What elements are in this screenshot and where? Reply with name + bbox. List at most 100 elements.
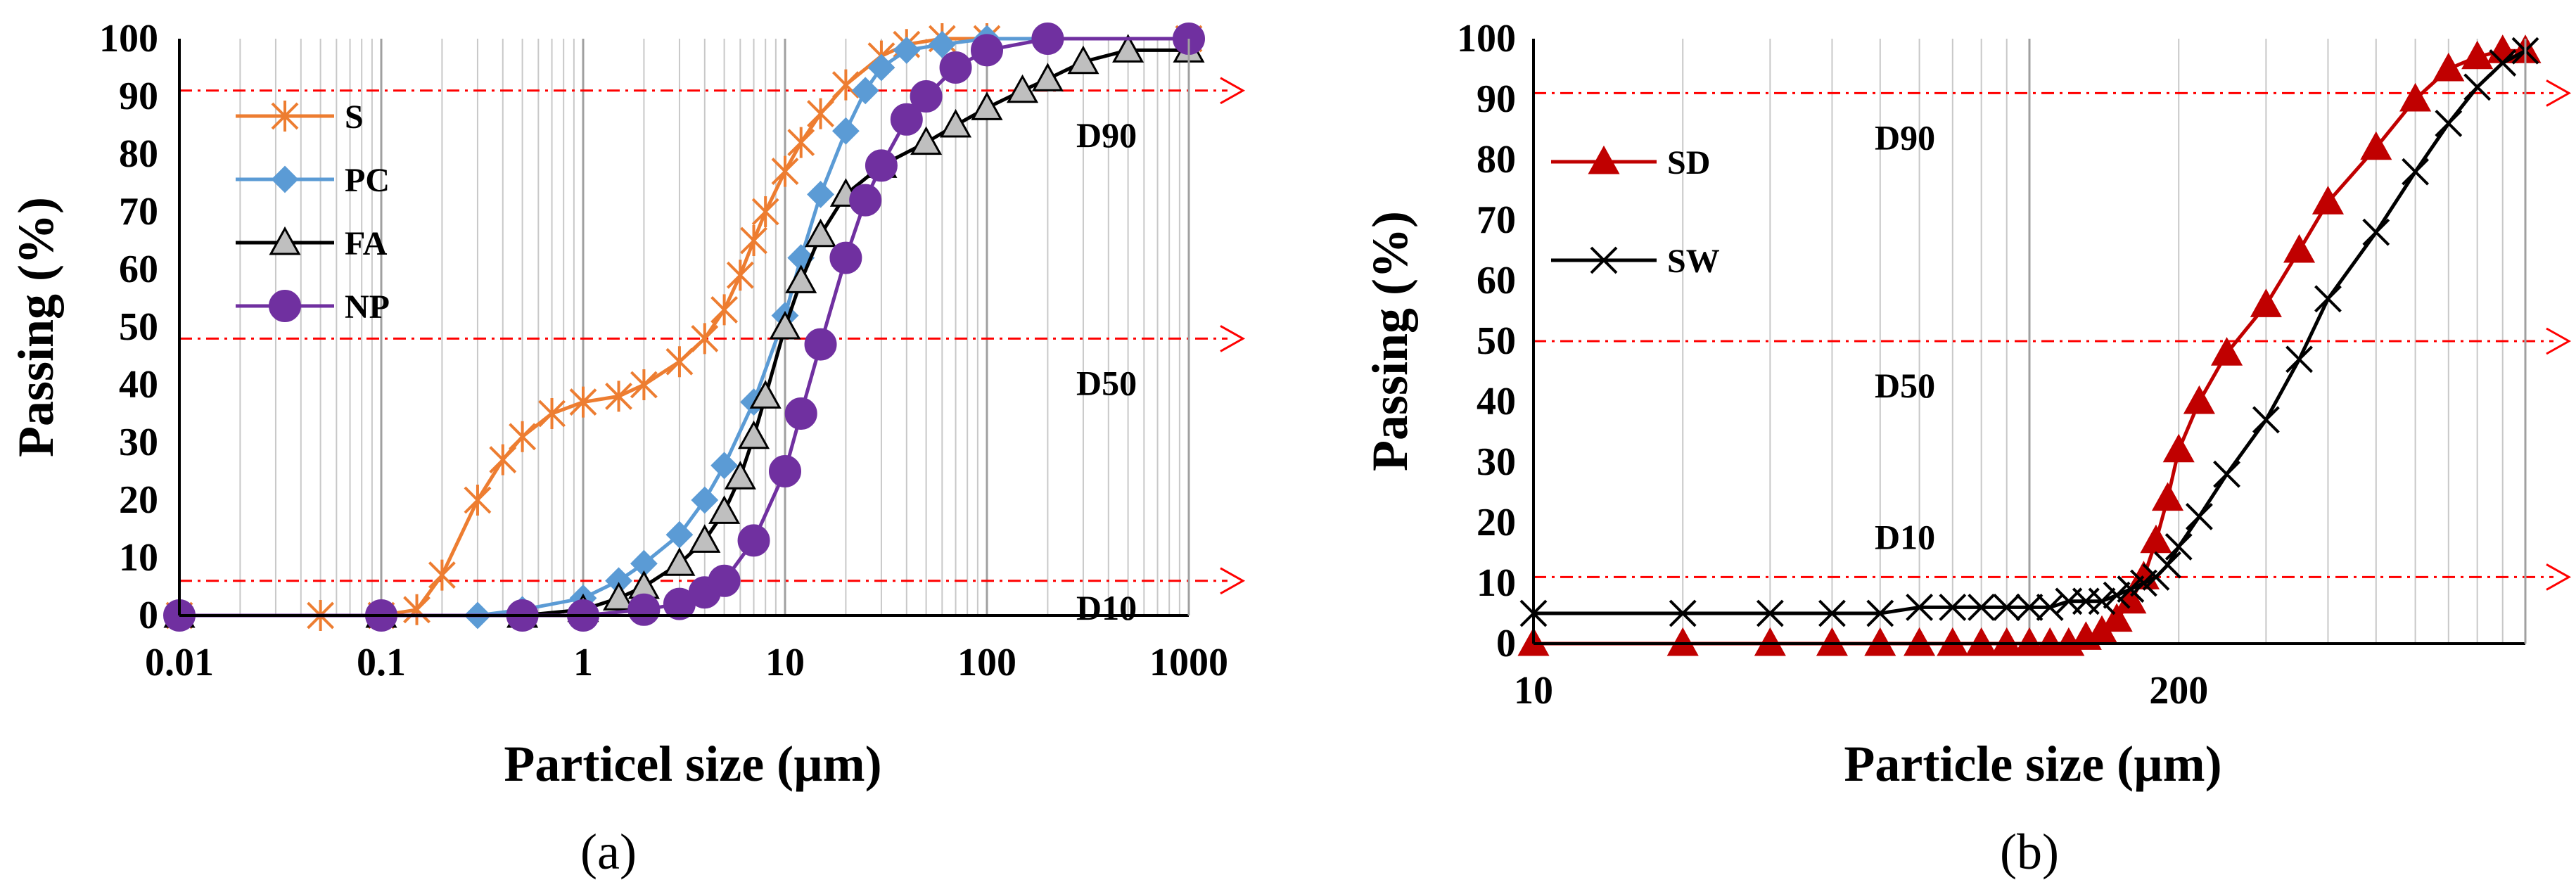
y-tick-label: 100 — [1457, 17, 1516, 60]
legend-marker-sw — [1590, 246, 1618, 274]
series-point-s — [726, 260, 754, 291]
series-point-fa — [663, 547, 696, 576]
x-tick-label: 0.01 — [145, 641, 214, 684]
series-point-s — [403, 594, 431, 625]
series-point-sd — [2183, 385, 2215, 414]
series-point-np — [939, 51, 972, 84]
series-point-sw — [1968, 593, 1996, 621]
ref-arrow-d10 — [1220, 567, 1246, 595]
chart-b-reference-lines: D90 D50 D10 — [1534, 79, 2572, 591]
series-point-sd — [2115, 585, 2147, 614]
legend-marker-s — [271, 101, 299, 132]
series-point-np — [910, 80, 943, 113]
chart-a-axes — [178, 39, 1190, 617]
series-point-fa — [804, 218, 837, 248]
series-point-fa — [1067, 45, 1099, 75]
series-point-s — [489, 444, 517, 475]
series-point-fa — [769, 310, 801, 340]
series-point-fa — [910, 126, 943, 155]
series-point-s — [605, 381, 632, 412]
series-point-sw — [2402, 158, 2430, 186]
series-point-s — [710, 294, 739, 326]
series-point-sd — [2210, 337, 2243, 366]
y-tick-label: 90 — [119, 75, 158, 118]
series-point-sd — [2140, 524, 2172, 554]
y-tick-label: 80 — [119, 132, 158, 176]
y-tick-label: 60 — [119, 248, 158, 291]
series-point-s — [787, 127, 815, 158]
y-tick-label: 0 — [139, 594, 158, 637]
series-point-sw — [2103, 581, 2131, 609]
series-point-sw — [2185, 502, 2213, 530]
series-point-fa — [737, 420, 770, 449]
y-tick-label: 20 — [1477, 501, 1516, 544]
y-tick-label: 40 — [1477, 380, 1516, 423]
series-point-s — [807, 98, 834, 129]
series-point-fa — [1031, 63, 1064, 91]
series-point-s — [428, 559, 456, 591]
series-point-fa — [708, 495, 741, 524]
ref-label-d50: D50 — [1875, 366, 1935, 405]
legend-label-sd: SD — [1667, 144, 1710, 181]
x-tick-label: 1000 — [1149, 641, 1228, 684]
x-tick-label: 0.1 — [357, 641, 406, 684]
series-point-fa — [971, 91, 1003, 120]
ref-label-d50: D50 — [1076, 363, 1137, 402]
legend-label-np: NP — [345, 288, 390, 326]
series-point-sd — [2283, 234, 2316, 263]
series-point-s — [665, 346, 694, 378]
series-point-fa — [602, 582, 635, 611]
series-point-fa — [749, 380, 782, 409]
series-point-sd — [2461, 40, 2494, 70]
series-point-s — [630, 369, 658, 400]
series-point-sw — [1906, 593, 1934, 621]
series-point-pc — [851, 77, 879, 105]
series-point-fa — [689, 524, 721, 553]
series-point-np — [865, 149, 898, 182]
series-point-s — [538, 398, 566, 429]
legend-marker-sd — [1588, 145, 1620, 174]
series-point-sd — [2312, 186, 2345, 215]
ref-arrow-d50 — [2546, 327, 2572, 355]
series-point-np — [784, 397, 817, 430]
ref-arrow-d10 — [2546, 563, 2572, 591]
y-tick-label: 70 — [1477, 198, 1516, 242]
y-axis-title: Passing (%) — [1362, 211, 1418, 471]
series-point-sw — [2285, 345, 2313, 373]
ref-label-d10: D10 — [1076, 588, 1137, 627]
series-point-sw — [2015, 593, 2043, 621]
panel-caption: (a) — [580, 824, 637, 880]
ref-label-d90: D90 — [1875, 117, 1935, 157]
y-tick-label: 10 — [1477, 561, 1516, 605]
series-point-sw — [2463, 73, 2492, 101]
chart-b-labels: Particle size (µm) Passing (%) (b) — [1362, 211, 2222, 880]
series-point-np — [769, 455, 801, 487]
series-point-sw — [2164, 532, 2193, 561]
panel-caption: (b) — [2000, 824, 2059, 880]
x-tick-label: 1 — [573, 641, 593, 684]
legend-marker-np — [269, 290, 301, 322]
y-tick-label: 40 — [119, 363, 158, 407]
series-point-s — [771, 155, 799, 187]
x-tick-label: 10 — [765, 641, 805, 684]
series-point-pc — [928, 30, 956, 58]
y-tick-label: 10 — [119, 536, 158, 580]
y-tick-label: 70 — [119, 190, 158, 234]
legend-label-s: S — [345, 98, 364, 136]
series-point-fa — [724, 461, 756, 490]
series-point-sd — [2432, 52, 2465, 82]
chart-a-reference-lines: D90 D50 D10 — [179, 77, 1246, 627]
chart-b-legend: SD SW — [1551, 144, 1720, 280]
series-point-pc — [867, 53, 895, 82]
series-point-sw — [1818, 599, 1846, 627]
ref-arrow-d90 — [1220, 77, 1246, 105]
chart-a: D90 D50 D10 0 10 20 30 40 50 60 70 80 90 100 0.01 0.1 1… — [8, 17, 1246, 880]
series-point-sw — [2154, 551, 2181, 579]
series-point-np — [829, 241, 862, 274]
series-point-sd — [2100, 603, 2133, 632]
series-point-fa — [1112, 34, 1144, 63]
series-point-sw — [2252, 406, 2280, 434]
ref-label-d90: D90 — [1076, 115, 1137, 155]
